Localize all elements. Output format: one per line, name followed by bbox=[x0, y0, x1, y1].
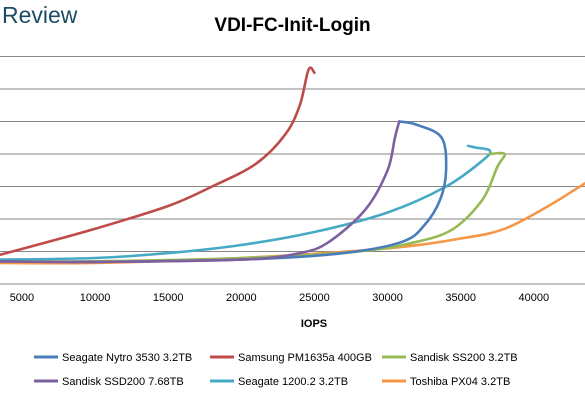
x-tick-label-5: 30000 bbox=[372, 292, 403, 304]
legend-label-2: Sandisk SS200 3.2TB bbox=[410, 352, 518, 364]
chart-title: VDI-FC-Init-Login bbox=[214, 15, 371, 36]
x-axis-label: IOPS bbox=[301, 318, 327, 330]
series-line-2 bbox=[0, 151, 507, 263]
legend-label-3: Sandisk SSD200 7.68TB bbox=[62, 376, 184, 388]
x-tick-label-1: 10000 bbox=[80, 292, 111, 304]
x-tick-label-2: 15000 bbox=[153, 292, 184, 304]
legend: Seagate Nytro 3530 3.2TB Samsung PM1635a … bbox=[34, 352, 518, 388]
gridlines bbox=[0, 56, 585, 252]
series-lines bbox=[0, 66, 585, 265]
x-tick-labels: 5000 10000 15000 20000 25000 30000 35000 40000 bbox=[10, 292, 549, 304]
legend-label-0: Seagate Nytro 3530 3.2TB bbox=[62, 352, 192, 364]
legend-label-4: Seagate 1200.2 3.2TB bbox=[238, 376, 348, 388]
legend-label-1: Samsung PM1635a 400GB bbox=[238, 352, 372, 364]
x-tick-label-6: 35000 bbox=[445, 292, 476, 304]
x-tick-label-4: 25000 bbox=[299, 292, 330, 304]
brand-logo: Review bbox=[2, 2, 78, 28]
series-line-4 bbox=[0, 144, 492, 261]
x-tick-label-3: 20000 bbox=[226, 292, 257, 304]
x-tick-label-7: 40000 bbox=[519, 292, 550, 304]
series-line-1 bbox=[0, 66, 316, 257]
x-tick-label-0: 5000 bbox=[10, 292, 34, 304]
series-line-3 bbox=[0, 120, 401, 264]
series-line-0 bbox=[0, 120, 448, 264]
legend-label-5: Toshiba PX04 3.2TB bbox=[410, 376, 510, 388]
